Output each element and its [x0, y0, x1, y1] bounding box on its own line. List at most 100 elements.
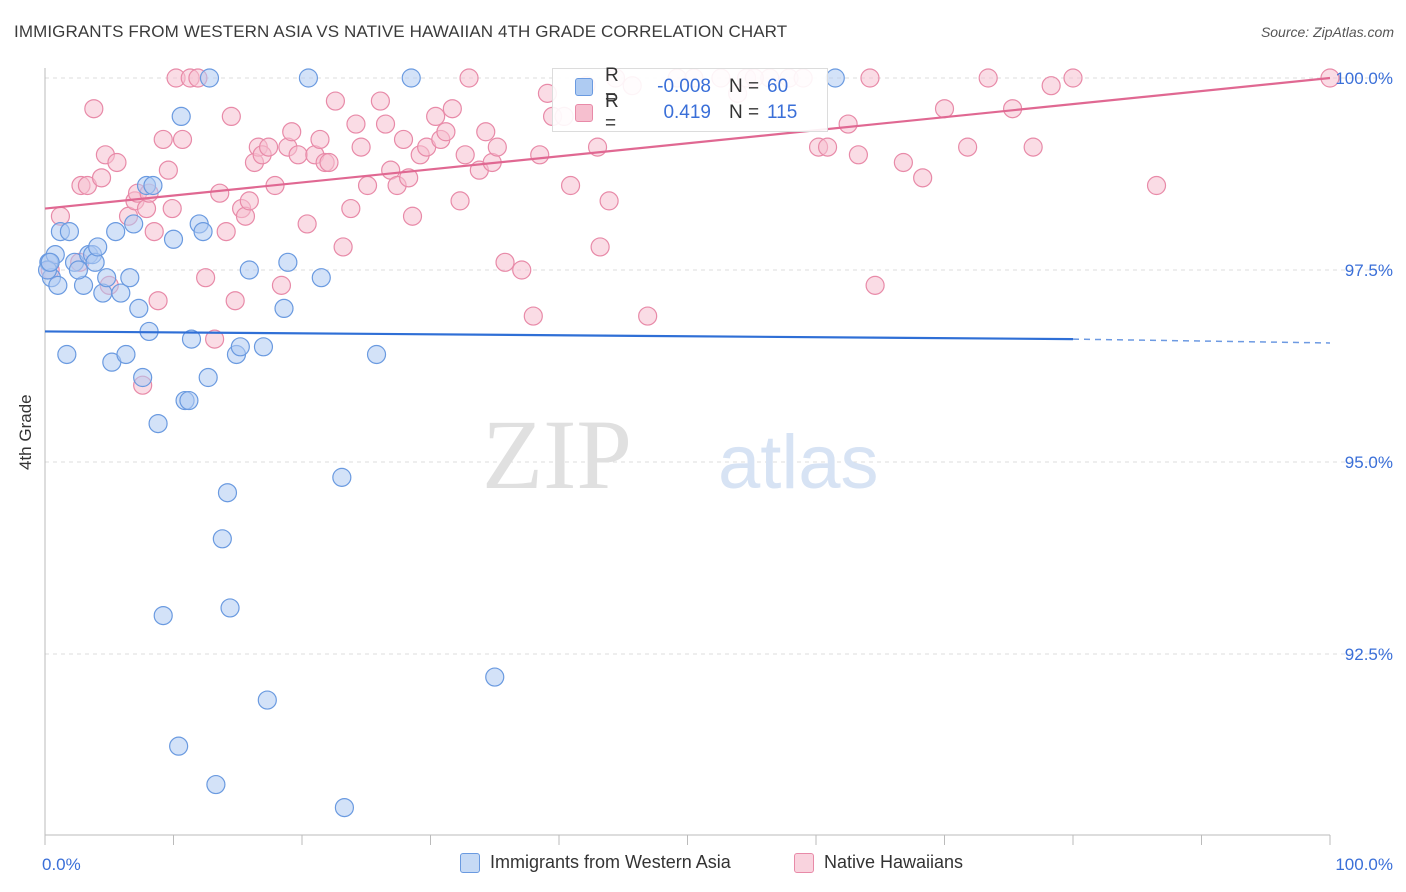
native-hawaiians-point: [288, 145, 308, 165]
native-hawaiians-point: [865, 275, 885, 295]
native-hawaiians-point: [1023, 137, 1043, 157]
native-hawaiians-point: [172, 129, 193, 150]
native-hawaiians-point: [210, 183, 230, 203]
western-asia-point: [153, 605, 173, 626]
legend-swatch-pink: [575, 104, 593, 122]
western-asia-point: [68, 260, 89, 280]
native-hawaiians-point: [375, 114, 396, 134]
western-asia-point: [334, 797, 355, 818]
western-asia-point: [206, 774, 226, 795]
western-asia-point: [97, 268, 117, 288]
western-asia-point: [485, 667, 505, 687]
western-asia-points: [37, 68, 845, 818]
native-hawaiians-point: [512, 260, 532, 280]
source-credit: Source: ZipAtlas.com: [1260, 24, 1394, 40]
western-asia-point: [198, 367, 218, 388]
western-asia-point: [274, 298, 294, 318]
chart-title: IMMIGRANTS FROM WESTERN ASIA VS NATIVE H…: [14, 22, 788, 41]
native-hawaiians-point: [495, 252, 515, 272]
native-hawaiians-point: [459, 68, 479, 88]
western-asia-point: [171, 106, 191, 127]
western-asia-point: [298, 68, 319, 88]
native-hawaiians-point: [599, 191, 619, 211]
western-asia-point: [143, 175, 163, 196]
western-asia-point: [181, 329, 202, 349]
native-hawaiians-point: [84, 99, 104, 119]
native-hawaiians-point: [216, 222, 236, 242]
western-asia-point: [48, 275, 68, 295]
western-asia-point: [230, 337, 250, 357]
native-hawaiians-point: [370, 91, 390, 111]
native-hawaiians-point: [148, 291, 168, 311]
western-asia-point: [129, 298, 149, 318]
native-hawaiians-point: [958, 137, 978, 157]
native-hawaiians-point: [590, 237, 610, 257]
native-hawaiians-point: [258, 137, 279, 157]
western-asia-point: [163, 229, 184, 249]
native-hawaiians-point: [221, 106, 241, 127]
legend-n-label: N =: [729, 76, 760, 97]
legend-n-value: 60: [767, 76, 789, 97]
western-asia-point: [217, 483, 238, 503]
western-asia-point: [332, 467, 352, 487]
y-tick-label: 92.5%: [1345, 645, 1393, 664]
native-hawaiians-point: [107, 152, 127, 173]
western-asia-point: [401, 68, 421, 88]
native-hawaiians-point: [346, 114, 366, 134]
legend-r-label: R =: [605, 65, 619, 108]
legend-r-value: -0.008: [657, 76, 711, 97]
western-asia-point: [179, 390, 199, 411]
tick-labels: 100.0% 97.5% 95.0% 92.5% 0.0% 100.0%: [42, 69, 1393, 874]
bottom-legend-swatch-blue: [460, 852, 480, 873]
native-hawaiians-point: [153, 129, 173, 150]
native-hawaiians-trend-line: [44, 76, 1331, 210]
bottom-legend-label: Immigrants from Western Asia: [490, 852, 731, 872]
native-hawaiians-point: [523, 306, 543, 326]
native-hawaiians-point: [1063, 68, 1083, 88]
western-asia-point: [106, 222, 126, 242]
bottom-legend-swatch-pink: [794, 852, 814, 873]
native-hawaiians-point: [450, 191, 470, 211]
western-asia-point: [120, 268, 140, 288]
western-asia-point: [220, 598, 240, 618]
y-tick-label: 97.5%: [1345, 261, 1393, 280]
native-hawaiians-point: [91, 168, 112, 188]
native-hawaiians-point: [393, 129, 414, 150]
native-hawaiians-point: [893, 152, 913, 173]
native-hawaiians-point: [225, 291, 245, 311]
native-hawaiians-point: [455, 145, 475, 165]
native-hawaiians-point: [476, 122, 496, 142]
native-hawaiians-point: [399, 168, 419, 188]
native-hawaiians-point: [341, 198, 361, 219]
western-asia-point: [199, 68, 220, 88]
western-asia-trend-extension: [1072, 338, 1331, 344]
native-hawaiians-point: [934, 99, 955, 119]
native-hawaiians-point: [817, 137, 838, 157]
native-hawaiians-point: [426, 106, 446, 127]
western-asia-point: [311, 268, 331, 288]
native-hawaiians-point: [1041, 76, 1061, 96]
western-asia-point: [40, 252, 60, 272]
native-hawaiians-point: [357, 175, 378, 196]
watermark-atlas: atlas: [718, 420, 879, 505]
native-hawaiians-point: [436, 122, 456, 142]
legend-n-value: 115: [767, 102, 798, 123]
trend-lines: [44, 76, 1331, 344]
western-asia-point: [212, 529, 232, 549]
native-hawaiians-point: [158, 160, 178, 180]
western-asia-point: [88, 237, 108, 257]
native-hawaiians-point: [848, 145, 869, 165]
western-asia-point: [366, 344, 387, 365]
native-hawaiians-point: [297, 214, 317, 234]
native-hawaiians-point: [271, 275, 292, 295]
native-hawaiians-point: [530, 145, 550, 165]
western-asia-point: [57, 344, 77, 365]
y-axis-label: 4th Grade: [16, 394, 35, 470]
western-asia-point: [148, 414, 168, 434]
western-asia-point: [825, 68, 845, 88]
western-asia-point: [111, 283, 131, 303]
x-tick-label: 0.0%: [42, 855, 81, 874]
legend-r-label: R =: [605, 91, 619, 134]
legend-row-western-asia: R = -0.008 N = 60: [575, 65, 789, 108]
